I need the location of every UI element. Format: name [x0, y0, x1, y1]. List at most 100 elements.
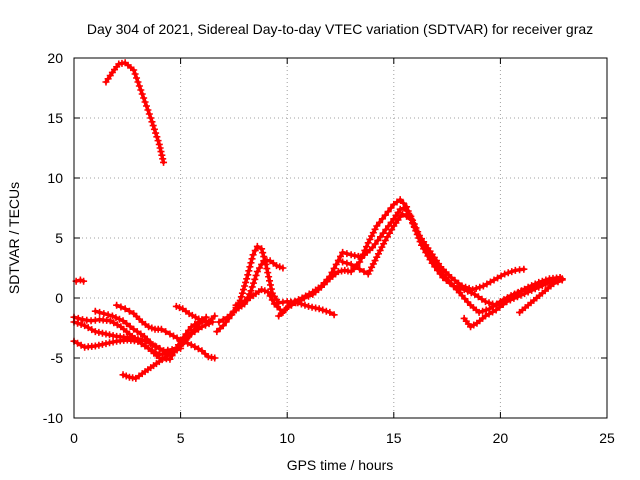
data-point [158, 151, 166, 159]
data-point [238, 289, 246, 297]
data-point [357, 254, 365, 262]
data-point [492, 306, 500, 314]
data-point [297, 300, 305, 308]
data-point [330, 264, 338, 272]
data-point [104, 311, 112, 319]
data-point [454, 279, 462, 287]
data-point [157, 325, 165, 333]
data-point [119, 317, 127, 325]
data-point [305, 302, 313, 310]
y-tick-label: 15 [47, 110, 63, 126]
data-point [412, 226, 420, 234]
data-point [396, 205, 404, 213]
data-point [152, 129, 160, 137]
data-point [489, 308, 497, 316]
data-point [117, 303, 125, 311]
data-point [145, 110, 153, 118]
data-point [376, 218, 384, 226]
data-point [202, 313, 210, 321]
data-point [133, 74, 141, 82]
data-point [347, 260, 355, 268]
data-point [266, 281, 274, 289]
data-point [211, 354, 219, 362]
data-point [301, 301, 309, 309]
data-point [106, 317, 114, 325]
data-point [77, 341, 85, 349]
data-point [383, 233, 391, 241]
data-point [356, 258, 364, 266]
data-point [503, 298, 511, 306]
y-tick-label: 5 [55, 230, 63, 246]
data-point [538, 282, 546, 290]
data-point [137, 86, 145, 94]
data-point [326, 308, 334, 316]
data-point [239, 286, 247, 294]
data-point [253, 268, 261, 276]
data-point [80, 277, 88, 285]
data-point [121, 305, 129, 313]
data-point [496, 303, 504, 311]
data-point [339, 248, 347, 256]
data-point [95, 328, 103, 336]
data-point [292, 299, 300, 307]
data-point [255, 264, 263, 272]
data-point [74, 314, 82, 322]
data-point [330, 311, 338, 319]
data-point [558, 276, 566, 284]
data-point [399, 199, 407, 207]
data-point [471, 290, 479, 298]
data-point [381, 211, 389, 219]
data-point [177, 336, 185, 344]
data-point [396, 196, 404, 204]
data-point [141, 342, 149, 350]
y-axis-label: SDTVAR / TECUs [6, 182, 22, 294]
data-point [144, 106, 152, 114]
data-point [162, 328, 170, 336]
data-point [381, 236, 389, 244]
data-point [154, 137, 162, 145]
data-point [131, 70, 139, 78]
data-point [486, 278, 494, 286]
axis-ticks: 0 5 10 15 20 25 -10 -5 0 5 10 15 20 [43, 50, 615, 446]
data-point [343, 259, 351, 267]
data-point [483, 280, 491, 288]
data-point [481, 298, 489, 306]
data-point [247, 259, 255, 267]
data-point [420, 242, 428, 250]
data-point [266, 292, 274, 300]
data-point [524, 288, 532, 296]
data-point [112, 314, 120, 322]
data-point [424, 249, 432, 257]
data-point [264, 269, 272, 277]
data-point [508, 268, 516, 276]
data-point [415, 234, 423, 242]
data-point [96, 308, 104, 316]
data-point [263, 265, 271, 273]
data-point [467, 289, 475, 297]
y-tick-label: 20 [47, 50, 63, 66]
data-point [343, 250, 351, 258]
data-point [379, 229, 387, 237]
data-point [287, 301, 295, 309]
data-point [160, 347, 168, 355]
data-point [360, 268, 368, 276]
data-point [550, 280, 558, 288]
data-point [479, 307, 487, 315]
data-point [253, 242, 261, 250]
data-point [215, 318, 223, 326]
data-point [147, 114, 155, 122]
data-point [245, 267, 253, 275]
data-point [138, 340, 146, 348]
data-point [474, 293, 482, 301]
data-point [244, 271, 252, 279]
data-point [150, 125, 158, 133]
data-point [521, 290, 529, 298]
data-point [76, 276, 84, 284]
data-point [517, 291, 525, 299]
data-point [371, 240, 379, 248]
data-point [173, 334, 181, 342]
data-point [77, 320, 85, 328]
data-point [142, 102, 150, 110]
data-point [300, 294, 308, 302]
